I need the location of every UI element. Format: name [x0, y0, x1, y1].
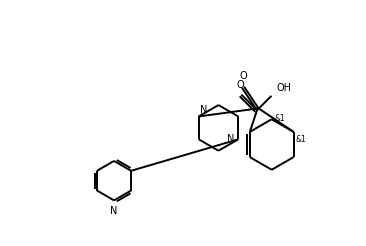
Text: OH: OH	[276, 83, 291, 93]
Text: N: N	[110, 206, 118, 216]
Text: O: O	[236, 80, 244, 90]
Text: N: N	[200, 105, 207, 115]
Text: N: N	[227, 134, 234, 144]
Text: O: O	[239, 71, 247, 81]
Text: &1: &1	[274, 114, 285, 123]
Text: &1: &1	[296, 136, 307, 144]
